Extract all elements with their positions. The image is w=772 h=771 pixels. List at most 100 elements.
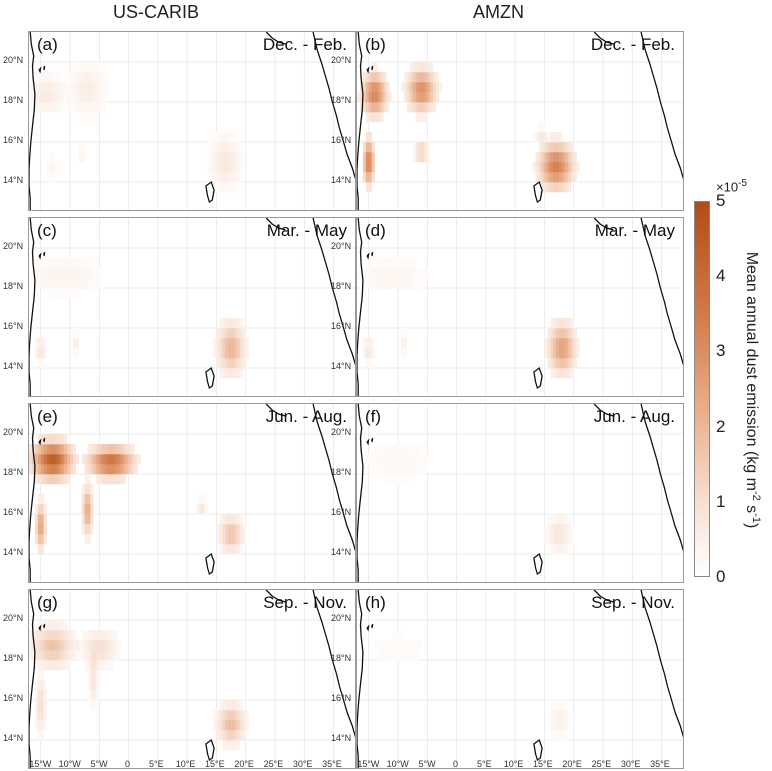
emission-cell: [550, 534, 554, 545]
emission-cell: [415, 152, 419, 163]
emission-cell: [93, 454, 97, 465]
emission-cell: [228, 142, 232, 153]
emission-cell: [113, 640, 118, 651]
emission-cell: [213, 132, 217, 143]
lat-tick-label: 20°N: [3, 613, 24, 623]
emission-cell: [412, 268, 416, 279]
emission-cell: [58, 630, 62, 641]
emission-cell: [81, 484, 85, 495]
emission-cell: [46, 444, 50, 455]
emission-cell: [424, 72, 428, 83]
emission-cell: [55, 268, 59, 279]
emission-cell: [84, 474, 88, 485]
emission-cell: [559, 700, 563, 711]
emission-cell: [34, 504, 39, 515]
emission-cell: [55, 630, 59, 641]
emission-cell: [93, 700, 97, 711]
emission-cell: [49, 72, 53, 83]
emission-cell: [102, 92, 106, 103]
emission-cell: [75, 102, 80, 113]
emission-cell: [219, 182, 223, 193]
emission-cell: [116, 474, 121, 485]
coastline: [640, 32, 683, 180]
emission-cell: [216, 534, 220, 545]
emission-cell: [81, 92, 85, 103]
emission-cell: [359, 102, 364, 113]
emission-cell: [567, 142, 572, 153]
emission-cell: [403, 348, 408, 359]
emission-cell: [70, 258, 74, 269]
emission-cell: [556, 348, 560, 359]
emission-cell: [564, 182, 569, 193]
emission-cell: [567, 514, 572, 525]
emission-cell: [70, 102, 74, 113]
emission-cell: [61, 278, 65, 289]
emission-cell: [75, 268, 80, 279]
emission-cell: [40, 620, 44, 631]
emission-cell: [567, 348, 572, 359]
panel-season: Mar. - May: [266, 221, 347, 240]
emission-cell: [67, 82, 71, 93]
island-outline: [371, 623, 374, 629]
emission-cell: [99, 268, 103, 279]
emission-cell: [105, 474, 109, 485]
emission-cell: [102, 82, 106, 93]
emission-cell: [116, 454, 121, 465]
emission-cell: [403, 338, 408, 349]
emission-cell: [439, 82, 443, 93]
emission-cell: [377, 454, 381, 465]
emission-cell: [412, 650, 416, 661]
emission-cell: [216, 338, 220, 349]
emission-cell: [380, 92, 384, 103]
emission-cell: [395, 464, 399, 475]
emission-cell: [64, 92, 68, 103]
map-panel-d: (d) Mar. - May: [356, 217, 684, 397]
colorbar-exponent: ×10-5: [716, 178, 747, 194]
emission-cell: [81, 62, 85, 73]
lon-tick-label: 10°W: [386, 759, 409, 769]
emission-cell: [365, 112, 369, 123]
emission-cell: [58, 92, 62, 103]
emission-cell: [365, 102, 369, 113]
emission-cell: [31, 464, 36, 475]
emission-cell: [131, 444, 135, 455]
coastline: [29, 404, 36, 582]
emission-cell: [52, 162, 56, 173]
emission-cell: [52, 258, 56, 269]
map-panel-e: (e) Jun. - Aug.: [28, 403, 356, 583]
emission-cell: [415, 454, 419, 465]
emission-cell: [72, 288, 77, 299]
emission-cell: [400, 650, 405, 661]
emission-cell: [219, 730, 223, 741]
emission-cell: [368, 358, 372, 369]
emission-cell: [64, 464, 68, 475]
emission-cell: [424, 92, 428, 103]
emission-cell: [70, 640, 74, 651]
emission-cell: [72, 92, 77, 103]
emission-cell: [75, 454, 80, 465]
emission-cell: [64, 454, 68, 465]
emission-cell: [43, 620, 47, 631]
emission-cell: [231, 710, 235, 721]
emission-cell: [371, 258, 375, 269]
emission-cell: [415, 444, 419, 455]
emission-cell: [412, 258, 416, 269]
emission-cell: [37, 494, 41, 505]
emission-cell: [225, 318, 229, 329]
lake-chad-outline: [205, 552, 215, 576]
emission-cell: [99, 92, 103, 103]
emission-cell: [81, 112, 85, 123]
emission-cell: [96, 474, 100, 485]
emission-cell: [562, 514, 566, 525]
emission-cell: [37, 514, 41, 525]
lat-tick-label: 18°N: [3, 281, 24, 291]
emission-cell: [231, 338, 235, 349]
emission-cell: [570, 524, 574, 535]
emission-cell: [562, 730, 566, 741]
coastline: [640, 218, 683, 366]
emission-cell: [78, 142, 82, 153]
emission-cell: [75, 92, 80, 103]
emission-cell: [40, 454, 44, 465]
emission-cell: [29, 454, 33, 465]
emission-cell: [67, 72, 71, 83]
